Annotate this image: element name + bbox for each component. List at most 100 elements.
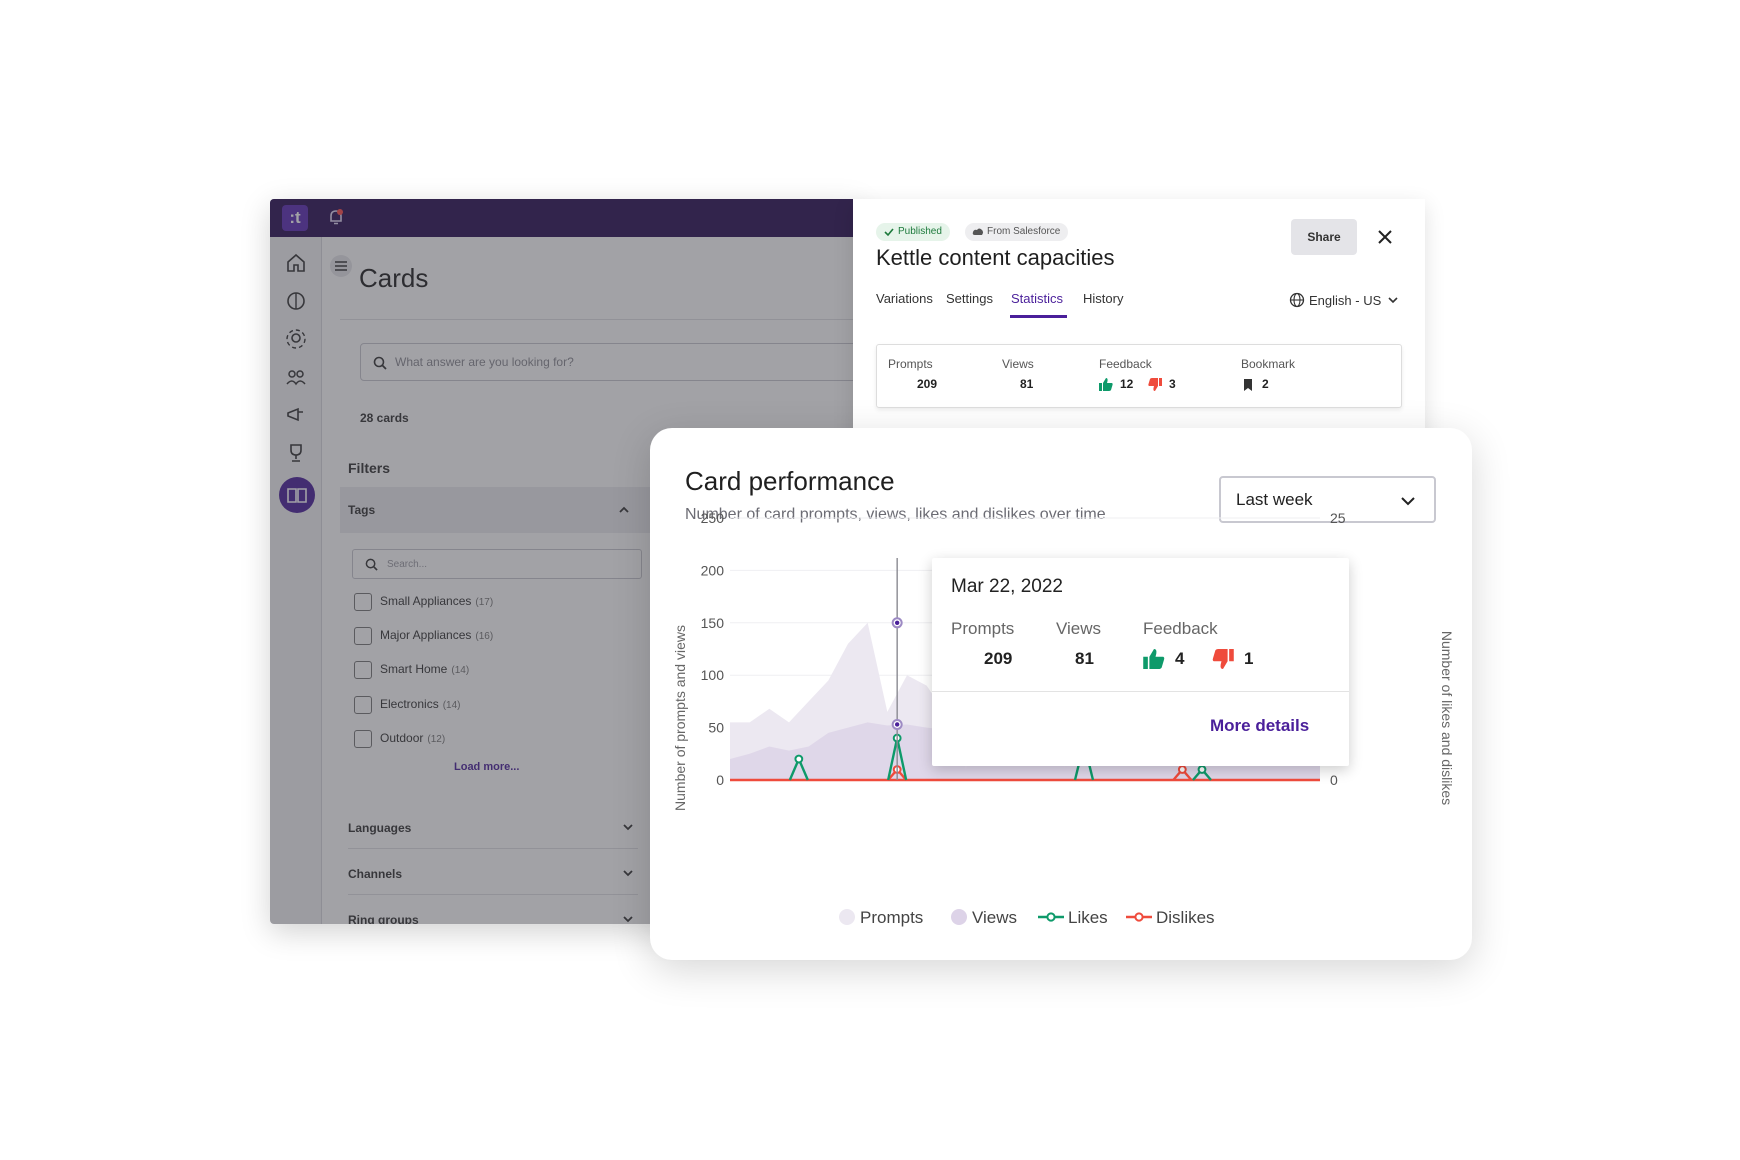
cloud-icon: [972, 228, 983, 235]
dislikes-value: 3: [1169, 377, 1176, 391]
y-left-tick-label: 150: [701, 615, 725, 631]
nav-rail: [270, 237, 322, 924]
legend-dislikes[interactable]: Dislikes: [1126, 908, 1215, 928]
legend-label: Likes: [1068, 908, 1108, 927]
legend-label: Dislikes: [1156, 908, 1215, 927]
panel-subtitle: Number of card prompts, views, likes and…: [685, 506, 1106, 523]
brain-icon[interactable]: [284, 289, 308, 313]
salesforce-badge: From Salesforce: [965, 223, 1069, 241]
panel-title: Card performance: [685, 466, 895, 496]
date-range-select[interactable]: Last week: [1219, 476, 1436, 523]
y-axis-left-label: Number of prompts and views: [672, 625, 688, 811]
trophy-icon[interactable]: [284, 441, 308, 465]
thumbs-up-icon: [1099, 378, 1113, 391]
close-icon[interactable]: [1375, 227, 1395, 247]
legend-likes[interactable]: Likes: [1038, 908, 1108, 928]
legend-label: Prompts: [860, 908, 924, 927]
language-selector[interactable]: English - US: [1289, 292, 1398, 308]
legend-dislikes-swatch: [1126, 912, 1152, 922]
feedback-label: Feedback: [1099, 357, 1152, 371]
legend-label: Views: [972, 908, 1018, 927]
tab-settings[interactable]: Settings: [946, 291, 993, 306]
language-label: English - US: [1309, 293, 1382, 308]
legend-views[interactable]: Views: [950, 908, 1017, 928]
users-icon[interactable]: [284, 365, 308, 389]
card-performance-panel: Card performance Number of card prompts,…: [650, 428, 1472, 960]
source-label: From Salesforce: [987, 226, 1061, 237]
load-more-link[interactable]: Load more...: [454, 761, 520, 773]
bookmark-label: Bookmark: [1241, 357, 1296, 371]
channels-accordion[interactable]: Channels: [348, 849, 638, 895]
y-axis-right-label: Number of likes and dislikes: [1439, 631, 1455, 805]
dislikes-point: [1177, 765, 1187, 774]
search-icon: [373, 356, 387, 370]
chevron-up-icon: [619, 506, 629, 513]
tag-checkbox-electronics[interactable]: Electronics (14): [354, 696, 460, 716]
views-label: Views: [1002, 357, 1034, 371]
checkbox[interactable]: [354, 730, 372, 748]
agent-icon[interactable]: [284, 327, 308, 351]
tooltip-prompts-label: Prompts: [951, 619, 1015, 638]
accordion-label: Languages: [348, 821, 412, 835]
tag-checkbox-small-appliances[interactable]: Small Appliances (17): [354, 593, 493, 613]
languages-accordion[interactable]: Languages: [348, 803, 638, 849]
chevron-down-icon: [1401, 497, 1415, 506]
tag-label: Small Appliances: [380, 594, 472, 609]
tag-label: Smart Home: [380, 662, 448, 677]
chevron-down-icon: [623, 824, 633, 831]
divider: [932, 691, 1349, 692]
card-title: Kettle content capacities: [876, 245, 1115, 270]
tab-statistics[interactable]: Statistics: [1011, 291, 1064, 306]
accordion-label: Ring groups: [348, 913, 419, 924]
menu-toggle-button[interactable]: [330, 255, 352, 277]
tooltip-views-value: 81: [1075, 649, 1094, 668]
tooltip-prompts-value: 209: [984, 649, 1013, 668]
megaphone-icon[interactable]: [284, 403, 308, 427]
card-search-input[interactable]: What answer are you looking for?: [360, 343, 860, 381]
more-details-link[interactable]: More details: [1210, 716, 1310, 735]
tag-label: Outdoor: [380, 731, 424, 746]
tag-checkbox-major-appliances[interactable]: Major Appliances (16): [354, 627, 493, 647]
tag-search-input[interactable]: Search...: [352, 549, 642, 579]
y-left-tick-label: 100: [701, 667, 725, 683]
tooltip-views-label: Views: [1056, 619, 1102, 638]
tag-checkbox-outdoor[interactable]: Outdoor (12): [354, 730, 445, 750]
likes-point: [794, 754, 804, 764]
globe-icon: [1289, 292, 1305, 308]
knowledge-nav-active[interactable]: [279, 477, 315, 513]
legend-prompts[interactable]: Prompts: [838, 908, 923, 928]
prompts-value: 209: [917, 377, 938, 391]
thumbs-down-icon: [1212, 649, 1234, 669]
legend-prompts-swatch: [839, 909, 855, 925]
thumbs-up-icon: [1143, 649, 1165, 669]
tooltip-likes-value: 4: [1175, 649, 1185, 668]
checkbox[interactable]: [354, 661, 372, 679]
app-logo[interactable]: :t: [282, 205, 308, 231]
tooltip-feedback-label: Feedback: [1143, 619, 1218, 638]
published-badge: Published: [876, 223, 950, 241]
share-button[interactable]: Share: [1291, 219, 1357, 255]
bookmarks-value: 2: [1262, 377, 1269, 391]
highlight-point-center: [894, 722, 900, 727]
page-title: Cards: [359, 263, 429, 293]
checkbox[interactable]: [354, 627, 372, 645]
prompts-label: Prompts: [888, 357, 933, 371]
bookmark-icon: [1244, 379, 1252, 391]
home-icon[interactable]: [284, 251, 308, 275]
checkbox[interactable]: [354, 593, 372, 611]
likes-value: 12: [1120, 377, 1134, 391]
tab-history[interactable]: History: [1083, 291, 1124, 306]
chevron-down-icon: [623, 870, 633, 877]
active-tab-indicator: [1010, 315, 1067, 318]
tag-count: (12): [427, 734, 446, 746]
book-icon: [287, 488, 307, 503]
thumbs-down-icon: [1148, 378, 1162, 391]
bell-icon[interactable]: [326, 207, 346, 227]
ring-groups-accordion[interactable]: Ring groups: [348, 895, 638, 924]
tag-checkbox-smart-home[interactable]: Smart Home (14): [354, 661, 469, 681]
accordion-label: Channels: [348, 867, 403, 881]
check-icon: [884, 228, 894, 237]
checkbox[interactable]: [354, 696, 372, 714]
tooltip-dislikes-value: 1: [1244, 649, 1254, 668]
tab-variations[interactable]: Variations: [876, 291, 933, 306]
